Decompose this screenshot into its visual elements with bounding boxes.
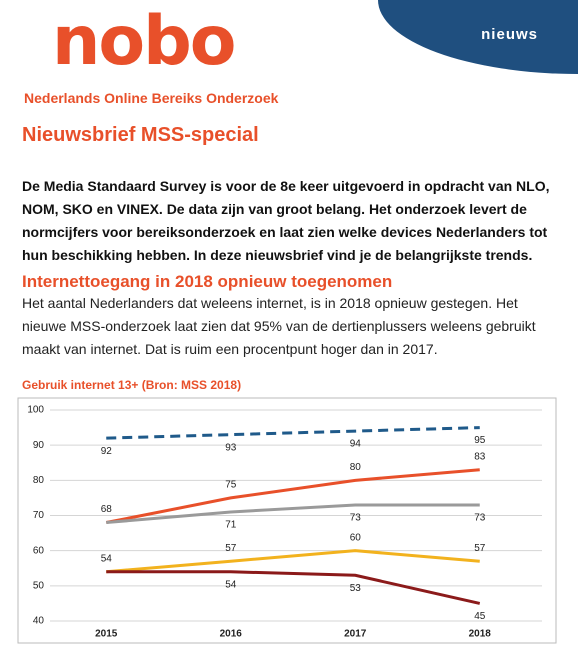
- data-label: 92: [101, 446, 113, 457]
- data-label: 73: [474, 513, 486, 524]
- data-label: 57: [474, 543, 486, 554]
- series-line: [106, 570, 481, 605]
- tagline: Nederlands Online Bereiks Onderzoek: [24, 90, 279, 106]
- badge: nieuws: [378, 0, 578, 74]
- data-label: 95: [474, 435, 486, 446]
- data-label: 75: [225, 480, 237, 491]
- x-tick-label: 2017: [344, 629, 367, 640]
- x-tick-label: 2018: [469, 629, 492, 640]
- badge-text: nieuws: [481, 26, 538, 43]
- series-line: [105, 468, 480, 525]
- data-label: 53: [350, 583, 362, 594]
- series-line: [106, 549, 480, 574]
- x-tick-label: 2015: [95, 629, 118, 640]
- data-label: 54: [101, 553, 113, 564]
- data-label: 68: [101, 504, 113, 515]
- title: Nieuwsbrief MSS-special: [22, 124, 259, 146]
- chart: 40 50 60 70 80 90 100 2015 2016 2017 2018 92 93 94 95 6…: [17, 397, 557, 644]
- data-label: 83: [474, 451, 486, 462]
- data-label: 57: [225, 543, 237, 554]
- series-line: [106, 503, 480, 525]
- data-label: 94: [350, 439, 362, 450]
- data-label: 80: [350, 462, 362, 473]
- y-tick-label: 90: [33, 440, 45, 451]
- data-label: 54: [225, 579, 237, 590]
- section-heading: Internettoegang in 2018 opnieuw toegenom…: [22, 272, 393, 291]
- section-text: Het aantal Nederlanders dat weleens inte…: [22, 295, 536, 357]
- data-label: 71: [225, 520, 237, 531]
- chart-title: Gebruik internet 13+ (Bron: MSS 2018): [22, 378, 242, 392]
- x-tick-label: 2016: [220, 629, 243, 640]
- y-tick-label: 50: [33, 580, 45, 591]
- data-label: 45: [474, 611, 486, 622]
- logo: nobo: [52, 2, 237, 81]
- y-tick-label: 100: [27, 405, 44, 416]
- intro: De Media Standaard Survey is voor de 8e …: [22, 178, 550, 263]
- series-line: [106, 426, 480, 440]
- y-tick-label: 40: [33, 616, 45, 627]
- y-tick-label: 60: [33, 545, 45, 556]
- data-label: 93: [225, 442, 237, 453]
- y-tick-label: 70: [33, 510, 45, 521]
- data-label: 73: [350, 513, 362, 524]
- y-tick-label: 80: [33, 475, 45, 486]
- data-label: 60: [350, 532, 362, 543]
